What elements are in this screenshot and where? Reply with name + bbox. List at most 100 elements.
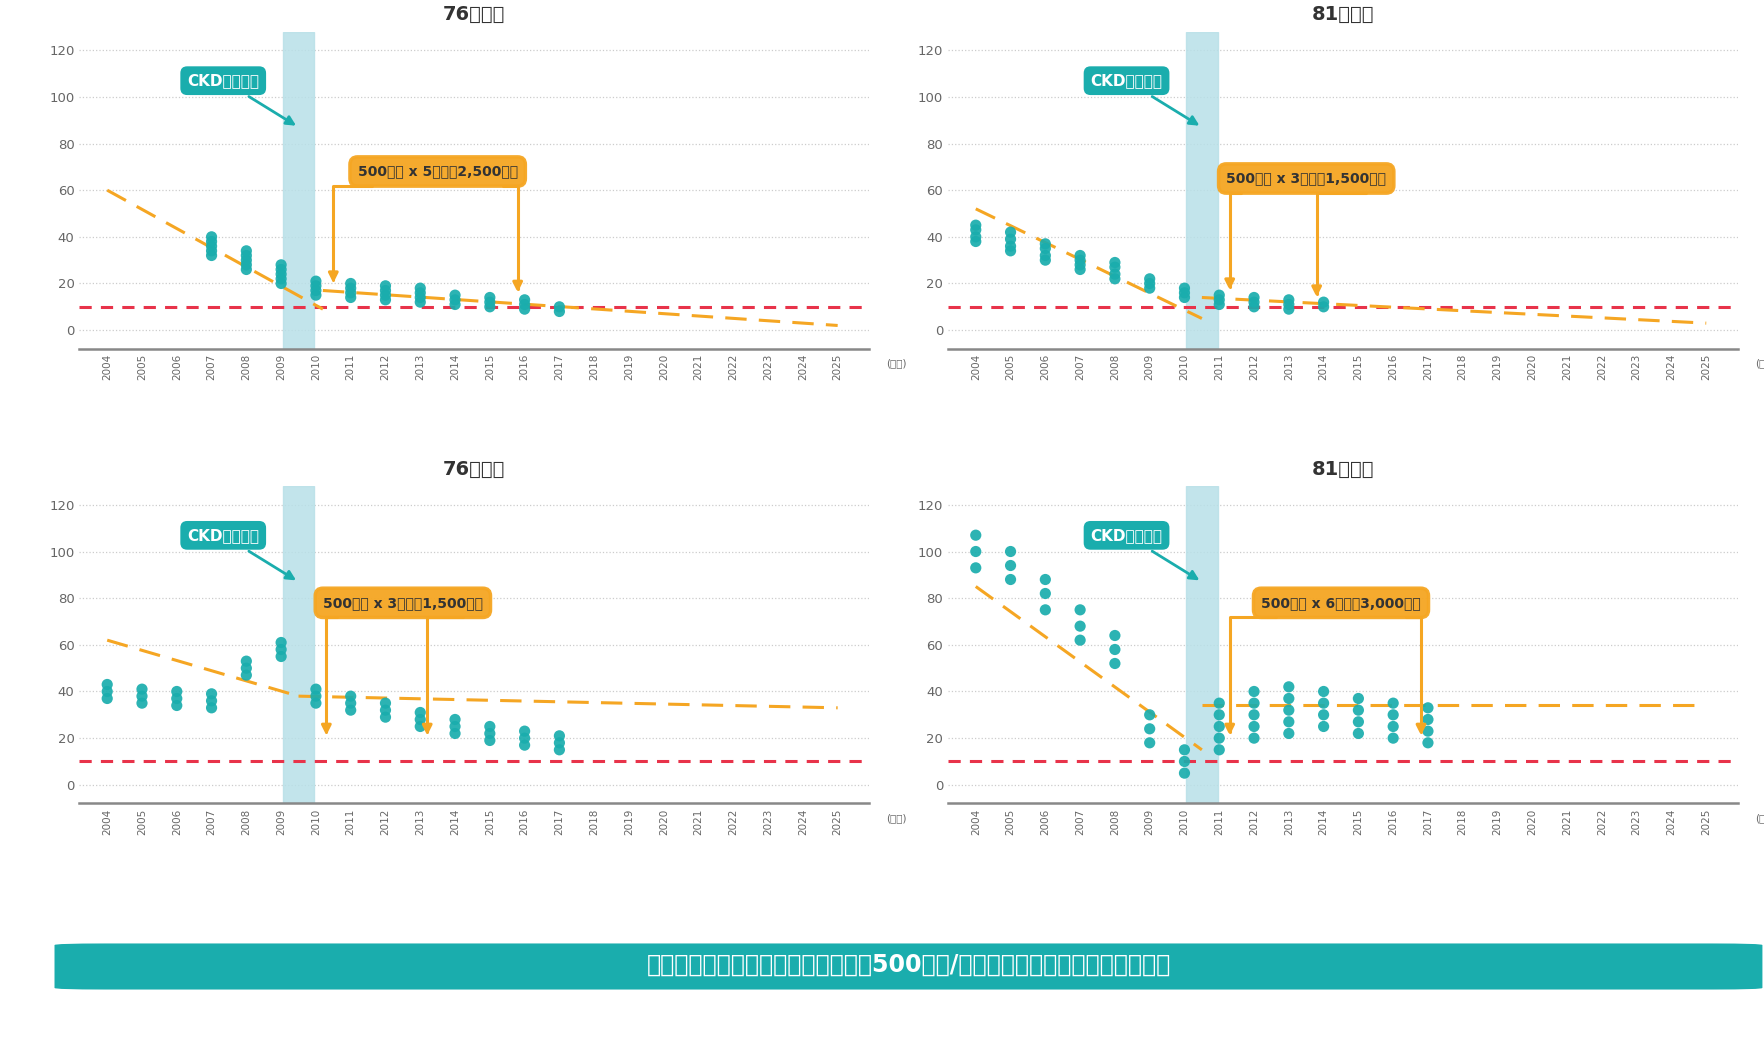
Text: (年度): (年度): [886, 812, 907, 823]
Point: [1170, 754, 1198, 770]
Point: [1136, 735, 1164, 751]
Point: [233, 666, 261, 683]
Point: [1065, 261, 1094, 277]
Point: [198, 699, 226, 716]
Point: [233, 660, 261, 677]
Point: [997, 243, 1025, 260]
Point: [162, 683, 191, 700]
Point: [510, 729, 538, 746]
Point: [302, 287, 330, 304]
Point: [266, 270, 295, 287]
Point: [1344, 725, 1372, 742]
Point: [1032, 235, 1060, 252]
Point: [1275, 296, 1304, 313]
Point: [1101, 266, 1129, 283]
Point: [302, 282, 330, 298]
Point: [1205, 741, 1233, 758]
Point: [372, 291, 400, 308]
Point: [1205, 291, 1233, 308]
Point: [1136, 275, 1164, 292]
Point: [198, 693, 226, 709]
Point: [406, 704, 434, 721]
Point: [337, 702, 365, 719]
Bar: [282, 32, 314, 349]
Text: 500万円 x 6年間＝3,000万円: 500万円 x 6年間＝3,000万円: [1261, 596, 1420, 610]
Point: [1415, 735, 1443, 751]
Point: [1309, 718, 1337, 735]
Point: [441, 725, 469, 742]
Point: [545, 727, 573, 744]
Point: [1170, 765, 1198, 782]
Point: [198, 247, 226, 264]
Point: [441, 296, 469, 313]
Point: [1170, 741, 1198, 758]
Point: [476, 293, 505, 310]
Point: [1275, 691, 1304, 707]
Point: [233, 261, 261, 277]
Point: [1101, 270, 1129, 287]
FancyBboxPatch shape: [55, 944, 1762, 990]
Point: [1240, 729, 1268, 746]
Point: [545, 735, 573, 751]
Point: [93, 676, 122, 693]
Point: [1136, 706, 1164, 723]
Point: [1240, 706, 1268, 723]
Title: 76歳男性: 76歳男性: [443, 460, 505, 479]
Point: [1065, 256, 1094, 273]
Point: [266, 634, 295, 651]
Point: [1275, 291, 1304, 308]
Text: (年度): (年度): [886, 358, 907, 368]
Point: [1240, 293, 1268, 310]
Point: [1275, 678, 1304, 695]
Point: [233, 247, 261, 264]
Point: [266, 648, 295, 665]
Point: [476, 718, 505, 735]
Point: [1032, 252, 1060, 269]
Point: [510, 301, 538, 317]
Point: [441, 287, 469, 304]
Point: [266, 266, 295, 283]
Point: [441, 291, 469, 308]
Point: [302, 687, 330, 704]
Point: [1065, 618, 1094, 635]
Point: [1065, 601, 1094, 618]
Point: [406, 285, 434, 302]
Point: [997, 231, 1025, 248]
Point: [997, 557, 1025, 574]
Point: [997, 224, 1025, 241]
Point: [510, 296, 538, 313]
Point: [406, 289, 434, 306]
Point: [1205, 718, 1233, 735]
Title: 81歳男性: 81歳男性: [1311, 460, 1374, 479]
Point: [406, 293, 434, 310]
Point: [1309, 293, 1337, 310]
Point: [1344, 714, 1372, 730]
Text: 500万円 x 3年間＝1,500万円: 500万円 x 3年間＝1,500万円: [1226, 171, 1387, 186]
Point: [1379, 695, 1408, 712]
Point: [510, 723, 538, 740]
Point: [961, 527, 990, 543]
Point: [961, 233, 990, 250]
Text: (年度): (年度): [1755, 358, 1764, 368]
Point: [302, 681, 330, 698]
Point: [1205, 296, 1233, 313]
Point: [406, 280, 434, 296]
Point: [372, 282, 400, 298]
Point: [997, 543, 1025, 560]
Point: [1205, 706, 1233, 723]
Point: [1205, 695, 1233, 712]
Point: [545, 298, 573, 315]
Point: [1240, 298, 1268, 315]
Point: [93, 691, 122, 707]
Point: [1205, 287, 1233, 304]
Point: [961, 228, 990, 245]
Point: [337, 289, 365, 306]
Point: [302, 273, 330, 290]
Text: CKD教育入院: CKD教育入院: [187, 74, 293, 124]
Point: [372, 702, 400, 719]
Point: [1240, 718, 1268, 735]
Point: [1170, 280, 1198, 296]
Point: [1136, 270, 1164, 287]
Point: [510, 291, 538, 308]
Point: [302, 277, 330, 294]
